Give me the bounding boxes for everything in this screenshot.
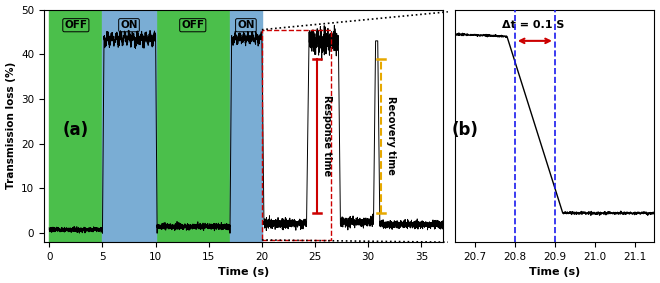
Text: (b): (b) [451,121,478,139]
Bar [50,10,102,242]
Text: Response time: Response time [323,95,333,177]
Text: Δt = 0.1 S: Δt = 0.1 S [502,20,564,30]
X-axis label: Time (s): Time (s) [218,267,269,277]
Text: (a): (a) [63,121,89,139]
Text: ON: ON [237,20,255,30]
Text: OFF: OFF [64,20,87,30]
Bar [156,10,230,242]
Text: OFF: OFF [182,20,204,30]
Y-axis label: Transmission loss (%): Transmission loss (%) [5,62,16,190]
Text: Recovery time: Recovery time [386,97,396,175]
Bar [230,10,262,242]
Bar [262,30,331,240]
X-axis label: Time (s): Time (s) [529,267,580,277]
Bar [102,10,156,242]
Text: ON: ON [120,20,138,30]
